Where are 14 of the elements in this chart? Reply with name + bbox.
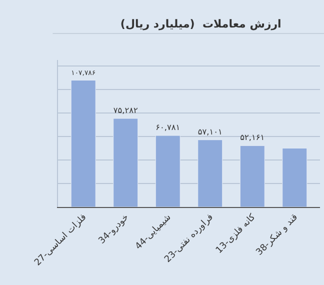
x-tick-label: 27-فلزات اساسی xyxy=(33,212,89,268)
data-label: ۷۵,۲۸۲ xyxy=(113,105,138,116)
bar xyxy=(198,140,223,207)
data-label: ۵۷,۱۰۱ xyxy=(198,126,222,136)
x-tick-label: 38-قند و شکر xyxy=(254,212,300,258)
data-label: ۵۲,۱۶۱ xyxy=(240,132,265,142)
bar xyxy=(282,148,308,207)
bar xyxy=(70,80,96,207)
chart-title: ارزش معاملات (میلیارد ریال) xyxy=(120,18,282,31)
bar xyxy=(155,135,180,207)
bar xyxy=(113,118,138,207)
data-label: ۶۰,۷۸۱ xyxy=(156,122,180,132)
bar xyxy=(240,145,265,207)
x-tick-label: 34-خودرو xyxy=(97,212,131,246)
